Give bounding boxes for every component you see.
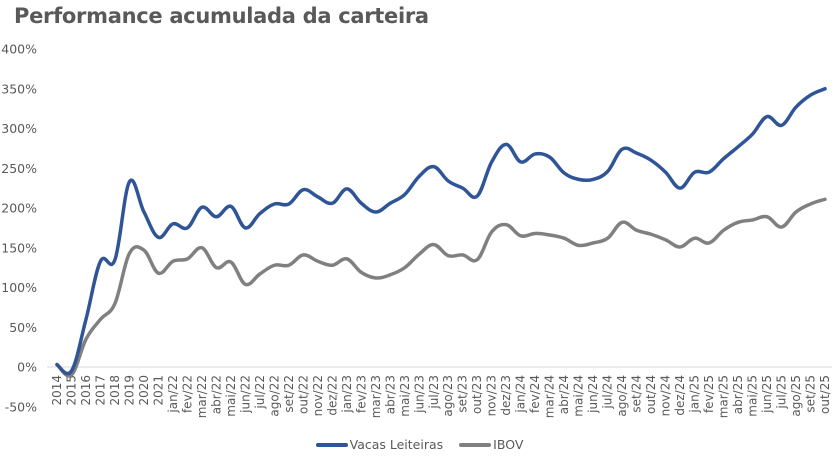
legend: Vacas Leiteiras IBOV bbox=[0, 437, 839, 452]
x-tick-label: set/22 bbox=[282, 375, 296, 413]
x-tick-label: jul/23 bbox=[427, 375, 441, 410]
y-tick-label: 200% bbox=[1, 201, 37, 216]
x-tick-label: fev/24 bbox=[528, 375, 542, 413]
x-tick-label: jan/22 bbox=[166, 375, 180, 414]
x-tick-label: ago/25 bbox=[789, 375, 803, 417]
y-tick-label: 250% bbox=[1, 161, 37, 176]
x-tick-label: mar/24 bbox=[543, 375, 557, 418]
x-tick-label: abr/22 bbox=[209, 375, 223, 414]
x-tick-label: jun/25 bbox=[760, 375, 774, 414]
x-tick-label: jul/24 bbox=[601, 375, 615, 410]
x-tick-label: abr/23 bbox=[383, 375, 397, 414]
x-tick-label: dez/24 bbox=[673, 375, 687, 416]
x-tick-label: fev/22 bbox=[180, 375, 194, 413]
y-tick-label: 50% bbox=[9, 320, 37, 335]
x-tick-label: mai/24 bbox=[572, 375, 586, 417]
series-lines bbox=[55, 87, 827, 378]
legend-swatch bbox=[315, 442, 348, 447]
x-tick-label: 2019 bbox=[122, 375, 136, 406]
x-tick-label: out/24 bbox=[644, 375, 658, 414]
x-tick-label: abr/25 bbox=[731, 375, 745, 414]
x-axis: 2014 2015 2016 2017 2018 2019 2020 2021 jan/22 fe… bbox=[50, 375, 832, 418]
y-tick-label: 400% bbox=[1, 42, 37, 57]
x-tick-label: 2021 bbox=[151, 375, 165, 406]
x-tick-label: nov/24 bbox=[659, 375, 673, 416]
x-tick-label: ago/23 bbox=[441, 375, 455, 417]
x-tick-label: set/24 bbox=[630, 375, 644, 413]
x-tick-label: set/23 bbox=[456, 375, 470, 413]
x-tick-label: nov/23 bbox=[485, 375, 499, 416]
x-tick-label: abr/24 bbox=[557, 375, 571, 414]
x-tick-label: mar/25 bbox=[717, 375, 731, 418]
x-tick-label: 2016 bbox=[79, 375, 93, 406]
x-tick-label: mar/23 bbox=[369, 375, 383, 418]
x-tick-label: jul/25 bbox=[775, 375, 789, 410]
x-tick-label: 2017 bbox=[93, 375, 107, 406]
x-tick-label: mar/22 bbox=[195, 375, 209, 418]
x-tick-label: mai/22 bbox=[224, 375, 238, 417]
x-tick-label: dez/23 bbox=[499, 375, 513, 416]
series-line-vacas-leiteiras bbox=[55, 87, 827, 376]
y-axis: -50% 0% 50% 100% 150% 200% 250% 300% 350% 400% bbox=[1, 42, 832, 414]
legend-label: Vacas Leiteiras bbox=[349, 437, 444, 452]
x-tick-label: out/22 bbox=[296, 375, 310, 414]
x-tick-label: nov/22 bbox=[311, 375, 325, 416]
x-tick-label: ago/24 bbox=[615, 375, 629, 417]
x-tick-label: 2014 bbox=[50, 375, 64, 406]
x-tick-label: jan/25 bbox=[688, 375, 702, 414]
y-tick-label: 100% bbox=[1, 280, 37, 295]
y-tick-label: -50% bbox=[5, 399, 37, 414]
x-tick-label: 2020 bbox=[137, 375, 151, 406]
series-line-ibov bbox=[55, 197, 827, 378]
y-tick-label: 0% bbox=[17, 360, 37, 375]
x-tick-label: jan/23 bbox=[340, 375, 354, 414]
x-tick-label: fev/25 bbox=[702, 375, 716, 413]
y-tick-label: 150% bbox=[1, 240, 37, 255]
x-tick-label: set/25 bbox=[804, 375, 818, 413]
x-tick-label: mai/25 bbox=[746, 375, 760, 417]
x-tick-label: mai/23 bbox=[398, 375, 412, 417]
x-tick-label: jun/22 bbox=[238, 375, 252, 414]
x-tick-label: out/23 bbox=[470, 375, 484, 414]
x-tick-label: jan/24 bbox=[514, 375, 528, 414]
x-tick-label: jun/23 bbox=[412, 375, 426, 414]
y-tick-label: 350% bbox=[1, 81, 37, 96]
x-tick-label: fev/23 bbox=[354, 375, 368, 413]
legend-item-ibov: IBOV bbox=[459, 437, 523, 452]
legend-label: IBOV bbox=[493, 437, 524, 452]
chart-title: Performance acumulada da carteira bbox=[14, 4, 429, 28]
x-tick-label: 2015 bbox=[64, 375, 78, 406]
x-tick-label: jun/24 bbox=[586, 375, 600, 414]
x-tick-label: dez/22 bbox=[325, 375, 339, 416]
x-tick-label: ago/22 bbox=[267, 375, 281, 417]
y-tick-label: 300% bbox=[1, 121, 37, 136]
x-tick-label: out/25 bbox=[818, 375, 832, 414]
x-tick-label: 2018 bbox=[108, 375, 122, 406]
x-tick-label: jul/22 bbox=[253, 375, 267, 410]
legend-item-vacas-leiteiras: Vacas Leiteiras bbox=[315, 437, 444, 452]
legend-swatch bbox=[459, 442, 492, 447]
